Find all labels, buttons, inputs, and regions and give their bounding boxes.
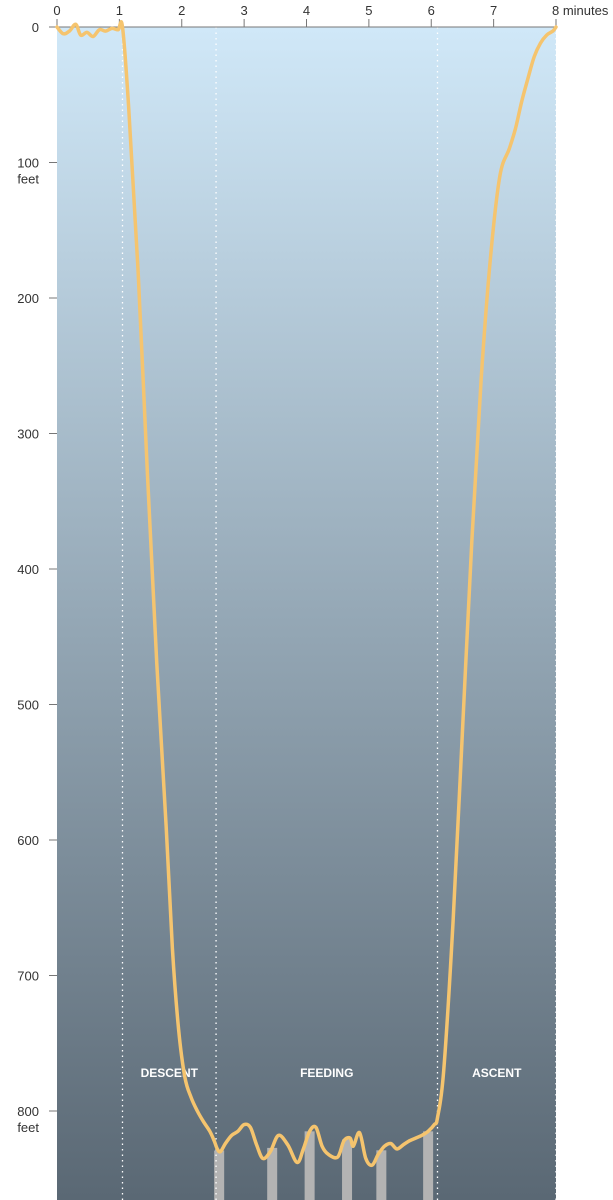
- phase-label: ASCENT: [472, 1066, 522, 1080]
- x-tick-label: 5: [365, 3, 372, 18]
- x-axis: 0 1 2 3 4 5 6 7 8 minutes: [53, 3, 609, 28]
- y-tick-label: 0: [32, 20, 39, 35]
- x-tick-label: 1: [116, 3, 123, 18]
- y-tick-label: 200: [17, 291, 39, 306]
- x-tick-label: 0: [53, 3, 60, 18]
- y-tick-label: 800: [17, 1104, 39, 1119]
- y-tick-label: 600: [17, 833, 39, 848]
- x-tick-label: 8 minutes: [552, 3, 609, 18]
- lunge-bar: [267, 1147, 278, 1200]
- lunge-bars: [214, 1131, 434, 1200]
- y-unit-label: feet: [17, 1120, 39, 1135]
- lunge-bar: [342, 1139, 353, 1200]
- x-tick-label: 6: [428, 3, 435, 18]
- depth-profile-line: [55, 20, 558, 1168]
- plot-background: [57, 27, 556, 1200]
- x-tick-label: 7: [490, 3, 497, 18]
- y-unit-label: feet: [17, 172, 39, 187]
- x-tick-label: 3: [241, 3, 248, 18]
- phase-label: FEEDING: [300, 1066, 353, 1080]
- x-tick-label: 4: [303, 3, 310, 18]
- lunge-bar: [304, 1131, 315, 1200]
- lunge-bar: [214, 1150, 225, 1200]
- lunge-bar: [376, 1150, 387, 1200]
- y-tick-label: 500: [17, 698, 39, 713]
- y-tick-label: 300: [17, 427, 39, 442]
- lunge-bar: [423, 1131, 434, 1200]
- y-tick-label: 700: [17, 969, 39, 984]
- x-tick-label: 2: [178, 3, 185, 18]
- phase-label: DESCENT: [141, 1066, 199, 1080]
- phase-labels: DESCENT FEEDING ASCENT: [141, 1066, 522, 1080]
- y-tick-label: 100: [17, 156, 39, 171]
- y-tick-label: 400: [17, 562, 39, 577]
